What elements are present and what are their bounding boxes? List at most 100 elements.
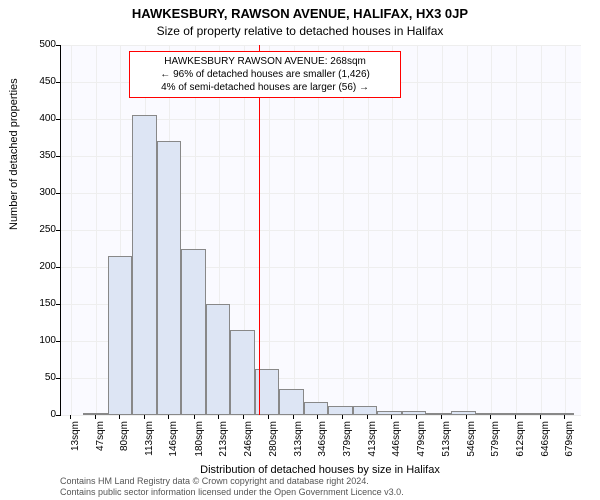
x-tick-label: 646sqm xyxy=(540,421,551,461)
annotation-line-3: 4% of semi-detached houses are larger (5… xyxy=(136,81,394,94)
y-tick-mark xyxy=(56,82,60,83)
x-tick-mark xyxy=(540,415,541,419)
histogram-bar xyxy=(328,406,353,415)
y-tick-mark xyxy=(56,45,60,46)
gridline-v xyxy=(318,45,319,415)
gridline-v xyxy=(541,45,542,415)
x-tick-label: 280sqm xyxy=(268,421,279,461)
x-tick-label: 313sqm xyxy=(293,421,304,461)
y-tick-label: 200 xyxy=(16,261,56,272)
histogram-bar xyxy=(181,249,206,416)
x-tick-mark xyxy=(342,415,343,419)
histogram-bar xyxy=(525,413,550,415)
x-tick-mark xyxy=(416,415,417,419)
gridline-h xyxy=(61,415,581,416)
gridline-v xyxy=(269,45,270,415)
gridline-v xyxy=(71,45,72,415)
histogram-bar xyxy=(279,389,304,415)
footer-line-1: Contains HM Land Registry data © Crown c… xyxy=(60,476,404,487)
gridline-v xyxy=(368,45,369,415)
x-tick-label: 246sqm xyxy=(243,421,254,461)
x-tick-label: 379sqm xyxy=(342,421,353,461)
y-tick-mark xyxy=(56,156,60,157)
x-tick-label: 679sqm xyxy=(564,421,575,461)
x-tick-mark xyxy=(168,415,169,419)
x-tick-mark xyxy=(70,415,71,419)
x-tick-mark xyxy=(218,415,219,419)
histogram-bar xyxy=(108,256,133,415)
x-tick-label: 146sqm xyxy=(168,421,179,461)
x-tick-mark xyxy=(391,415,392,419)
histogram-bar xyxy=(157,141,182,415)
gridline-h xyxy=(61,45,581,46)
x-tick-label: 346sqm xyxy=(317,421,328,461)
annotation-line-2: ← 96% of detached houses are smaller (1,… xyxy=(136,68,394,81)
y-tick-mark xyxy=(56,267,60,268)
gridline-v xyxy=(516,45,517,415)
chart-container: HAWKESBURY, RAWSON AVENUE, HALIFAX, HX3 … xyxy=(0,0,600,500)
annotation-box: HAWKESBURY RAWSON AVENUE: 268sqm ← 96% o… xyxy=(129,51,401,98)
x-tick-mark xyxy=(564,415,565,419)
gridline-v xyxy=(565,45,566,415)
y-tick-mark xyxy=(56,415,60,416)
x-tick-mark xyxy=(466,415,467,419)
x-tick-mark xyxy=(119,415,120,419)
chart-main-title: HAWKESBURY, RAWSON AVENUE, HALIFAX, HX3 … xyxy=(0,6,600,21)
footer-line-2: Contains public sector information licen… xyxy=(60,487,404,498)
x-tick-mark xyxy=(293,415,294,419)
histogram-bar xyxy=(549,413,574,415)
histogram-bar xyxy=(426,413,451,415)
y-tick-mark xyxy=(56,230,60,231)
x-tick-mark xyxy=(317,415,318,419)
x-tick-mark xyxy=(490,415,491,419)
y-tick-label: 250 xyxy=(16,224,56,235)
histogram-bar xyxy=(476,413,501,415)
gridline-v xyxy=(417,45,418,415)
gridline-v xyxy=(294,45,295,415)
x-tick-mark xyxy=(95,415,96,419)
gridline-v xyxy=(491,45,492,415)
chart-sub-title: Size of property relative to detached ho… xyxy=(0,24,600,38)
x-tick-mark xyxy=(441,415,442,419)
gridline-v xyxy=(442,45,443,415)
y-tick-mark xyxy=(56,341,60,342)
annotation-line-1: HAWKESBURY RAWSON AVENUE: 268sqm xyxy=(136,55,394,68)
histogram-bar xyxy=(230,330,255,415)
histogram-bar xyxy=(402,411,427,415)
y-tick-label: 500 xyxy=(16,39,56,50)
x-tick-mark xyxy=(243,415,244,419)
marker-line xyxy=(259,45,260,415)
histogram-bar xyxy=(377,411,402,415)
footer-text: Contains HM Land Registry data © Crown c… xyxy=(60,476,404,498)
x-axis-label: Distribution of detached houses by size … xyxy=(60,464,580,476)
histogram-bar xyxy=(206,304,231,415)
x-tick-label: 513sqm xyxy=(441,421,452,461)
x-tick-label: 612sqm xyxy=(515,421,526,461)
y-tick-label: 350 xyxy=(16,150,56,161)
histogram-bar xyxy=(353,406,378,415)
x-tick-mark xyxy=(194,415,195,419)
x-tick-label: 446sqm xyxy=(391,421,402,461)
x-tick-mark xyxy=(367,415,368,419)
x-tick-mark xyxy=(515,415,516,419)
y-tick-mark xyxy=(56,193,60,194)
x-tick-label: 13sqm xyxy=(70,421,81,461)
gridline-v xyxy=(343,45,344,415)
x-tick-label: 479sqm xyxy=(416,421,427,461)
y-tick-label: 150 xyxy=(16,298,56,309)
x-tick-mark xyxy=(144,415,145,419)
y-tick-mark xyxy=(56,304,60,305)
x-tick-label: 413sqm xyxy=(367,421,378,461)
gridline-v xyxy=(392,45,393,415)
histogram-bar xyxy=(500,413,525,415)
plot-area xyxy=(60,45,581,416)
x-tick-label: 47sqm xyxy=(95,421,106,461)
gridline-v xyxy=(96,45,97,415)
y-tick-label: 450 xyxy=(16,76,56,87)
y-tick-label: 400 xyxy=(16,113,56,124)
x-tick-label: 546sqm xyxy=(466,421,477,461)
y-tick-label: 50 xyxy=(16,372,56,383)
x-tick-label: 213sqm xyxy=(218,421,229,461)
y-tick-label: 100 xyxy=(16,335,56,346)
y-tick-label: 300 xyxy=(16,187,56,198)
